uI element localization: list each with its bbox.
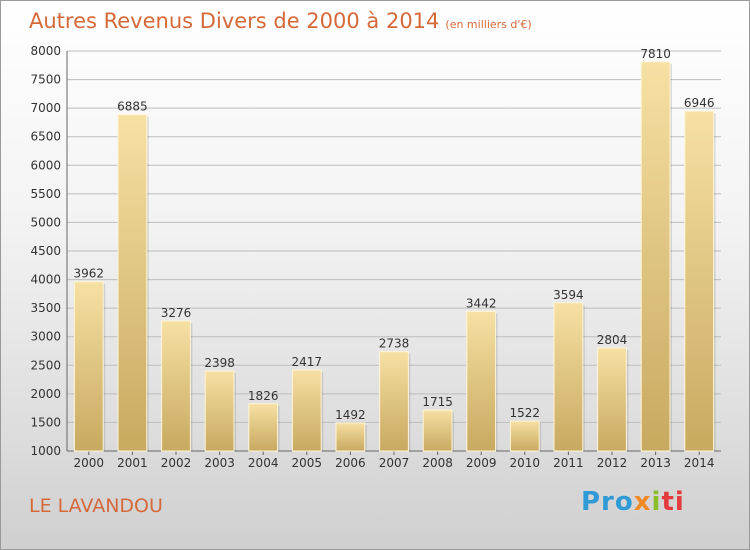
y-tick-label: 5000 [30, 215, 61, 229]
data-label: 2398 [204, 356, 235, 370]
bar-2003 [204, 370, 235, 452]
y-tick-label: 8000 [30, 44, 61, 58]
bar-2002 [161, 320, 191, 452]
x-tick-label: 2006 [335, 456, 366, 470]
bar-2010 [509, 420, 540, 452]
bar-2006 [335, 422, 366, 452]
chart-subtitle: (en milliers d'€) [445, 18, 532, 31]
bar-2004 [248, 403, 279, 452]
data-label: 3594 [553, 288, 584, 302]
y-tick-label: 7500 [30, 73, 61, 87]
chart-title: Autres Revenus Divers de 2000 à 2014 (en … [29, 9, 532, 33]
y-tick-label: 2000 [30, 387, 61, 401]
data-label: 3442 [466, 296, 497, 310]
y-tick-label: 4500 [30, 244, 61, 258]
bar-2007 [379, 351, 409, 452]
logo-part-3: i [651, 487, 662, 517]
logo-part-1: Pro [581, 487, 634, 517]
x-tick-label: 2014 [684, 456, 715, 470]
y-tick-label: 5500 [30, 187, 61, 201]
x-tick-label: 2013 [640, 456, 671, 470]
data-label: 6885 [117, 100, 148, 114]
bar-2013 [640, 61, 671, 452]
logo-part-2: x [633, 487, 652, 517]
data-label: 1826 [248, 389, 279, 403]
bars [73, 61, 716, 452]
data-label: 6946 [684, 96, 715, 110]
bar-2008 [422, 409, 453, 452]
y-tick-label: 2500 [30, 358, 61, 372]
y-tick-label: 7000 [30, 101, 61, 115]
chart-title-text: Autres Revenus Divers de 2000 à 2014 [29, 9, 440, 33]
data-label: 1522 [510, 406, 541, 420]
tick-labels: 1000 1500 2000 2500 3000 3500 4000 4500 5000 5500… [30, 44, 714, 470]
commune-name: LE LAVANDOU [29, 495, 163, 517]
y-tick-label: 1000 [30, 444, 61, 458]
bar-2001 [117, 114, 148, 452]
x-tick-label: 2002 [161, 456, 192, 470]
data-label: 2804 [597, 333, 628, 347]
data-label: 1715 [422, 395, 453, 409]
y-tick-label: 6000 [30, 158, 61, 172]
data-label: 2417 [292, 355, 323, 369]
y-tick-label: 6500 [30, 130, 61, 144]
data-label: 3962 [74, 267, 105, 281]
data-labels: 3962 6885 3276 2398 1826 2417 1492 2738 1715 3442… [74, 47, 715, 422]
x-tick-label: 2007 [379, 456, 410, 470]
x-tick-label: 2004 [248, 456, 279, 470]
x-tick-label: 2009 [466, 456, 497, 470]
bar-2012 [597, 347, 627, 452]
data-label: 7810 [640, 47, 671, 61]
x-tick-label: 2000 [74, 456, 105, 470]
bar-2014 [684, 110, 715, 452]
x-tick-label: 2012 [597, 456, 628, 470]
x-tick-label: 2003 [204, 456, 235, 470]
y-tick-label: 4000 [30, 273, 61, 287]
x-tick-label: 2011 [553, 456, 584, 470]
x-tick-label: 2008 [422, 456, 453, 470]
bar-2011 [553, 302, 584, 452]
logo-part-4: ti [661, 487, 685, 517]
x-tick-label: 2001 [117, 456, 148, 470]
x-tick-label: 2010 [510, 456, 541, 470]
bar-2009 [466, 310, 497, 452]
data-label: 1492 [335, 408, 366, 422]
x-tick-label: 2005 [292, 456, 323, 470]
bar-2005 [291, 369, 322, 452]
bar-2000 [73, 281, 104, 452]
y-tick-label: 1500 [30, 415, 61, 429]
y-tick-label: 3000 [30, 330, 61, 344]
proxiti-logo: Proxiti [581, 487, 685, 517]
data-label: 2738 [379, 337, 410, 351]
data-label: 3276 [161, 306, 192, 320]
y-tick-label: 3500 [30, 301, 61, 315]
